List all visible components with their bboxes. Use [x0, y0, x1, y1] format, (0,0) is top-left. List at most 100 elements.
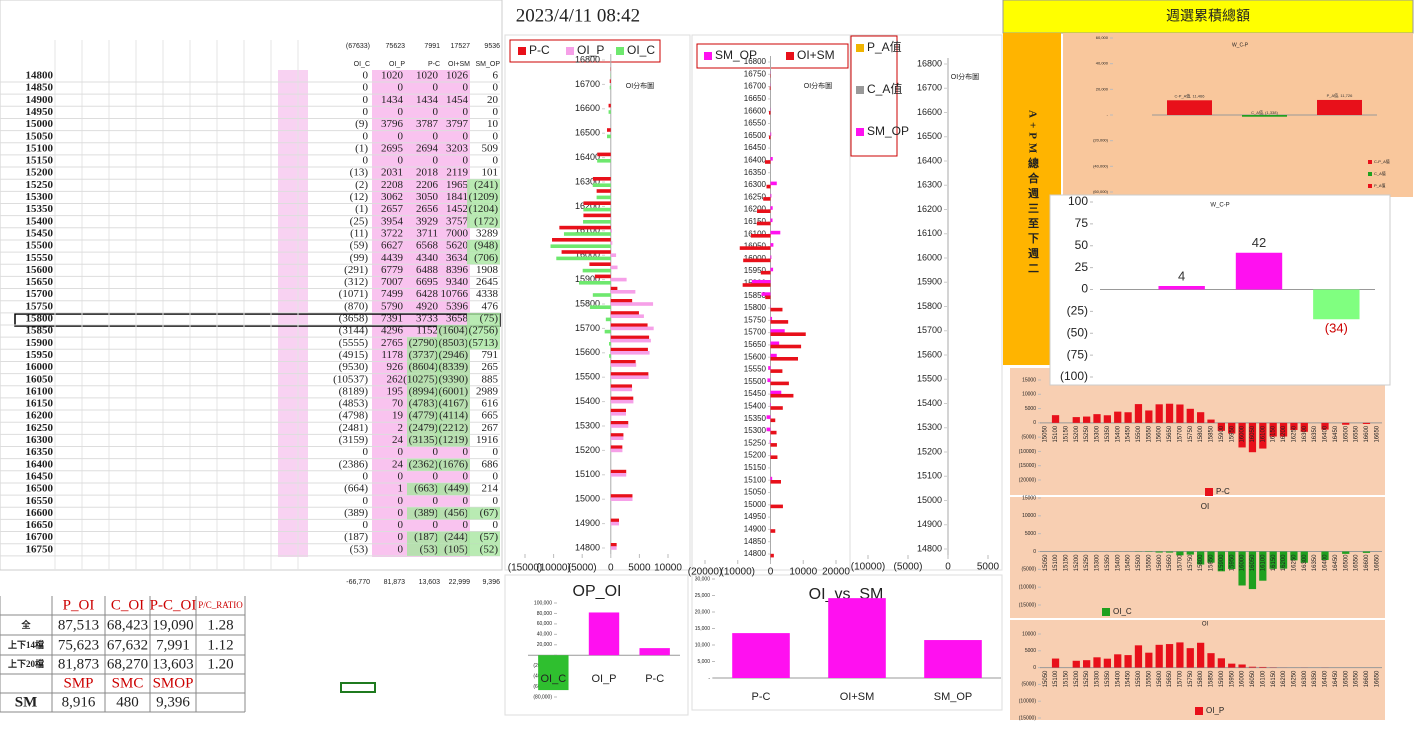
cell: (2756) [469, 325, 499, 337]
cell: 0 [398, 470, 404, 482]
x-tick-label: 16300 [1302, 425, 1308, 442]
y-tick-label: (60,000) [1093, 189, 1109, 194]
bar [610, 302, 654, 306]
y-tick-label: (40,000) [1093, 163, 1109, 168]
cell: 0 [493, 106, 499, 118]
cell: 6568 [416, 240, 439, 252]
value-label: P_A值, 11,726 [1327, 92, 1353, 98]
sm-cell: 9,396 [156, 694, 190, 710]
bar [610, 424, 629, 428]
strike: 15000 [26, 118, 54, 130]
sum-cell: 上下20檔 [8, 658, 44, 669]
bar [1228, 551, 1236, 570]
y-tick-label: 5,000 [697, 659, 710, 665]
bar [1176, 551, 1184, 556]
bar [1134, 645, 1143, 668]
bar [610, 360, 636, 364]
y-tick-label: (100) [1060, 369, 1088, 383]
sm-header: SMOP [153, 675, 194, 691]
bar [610, 448, 623, 453]
bar [1197, 642, 1205, 668]
cell: (389) [344, 507, 368, 519]
negative-cell [407, 458, 440, 471]
y-tick-label: (50) [1067, 325, 1088, 339]
top-total: 17527 [451, 43, 471, 50]
cell: 195 [387, 385, 404, 397]
legend-label: SM_OP [715, 48, 757, 62]
bar [1158, 286, 1205, 290]
bar [1176, 404, 1184, 423]
cell: 4296 [381, 325, 404, 337]
x-tick-label: 15850 [1209, 554, 1215, 571]
bar [610, 241, 613, 245]
x-tick-label: 15100 [1053, 554, 1059, 571]
x-tick-label: 15650 [1167, 670, 1173, 687]
cell: 0 [363, 70, 369, 82]
x-tick-label: 15450 [1126, 425, 1132, 442]
bar [610, 265, 618, 270]
x-tick-label: 15450 [1126, 670, 1132, 687]
strike: 14800 [26, 70, 54, 82]
cell: 0 [433, 155, 439, 167]
cell: 1916 [476, 434, 499, 446]
bar [770, 267, 774, 272]
bar [563, 232, 611, 236]
bar [770, 218, 773, 223]
bar [1317, 99, 1362, 115]
side-label: A+PM總合週三至下週二 [1026, 110, 1039, 277]
x-tick-label: 0 [945, 562, 951, 573]
x-tick-label: 15850 [1209, 670, 1215, 687]
bar [1114, 411, 1122, 423]
cell: (456) [444, 507, 468, 519]
cell: 509 [482, 142, 499, 154]
bar [610, 366, 611, 370]
bar [768, 366, 771, 370]
legend-label: C_A值 [1374, 170, 1386, 176]
legend-swatch [856, 44, 864, 52]
y-tick-label: - [708, 675, 710, 681]
bar [765, 160, 771, 164]
sum-cell: 19,090 [152, 617, 193, 633]
cell: 3722 [381, 227, 403, 239]
strike: 16600 [26, 507, 54, 519]
bar [770, 243, 774, 247]
y-tick-label: 10000 [1022, 513, 1036, 519]
cell: 0 [493, 495, 499, 507]
cell: 2694 [416, 142, 439, 154]
strike: 14900 [26, 94, 54, 106]
bar [1228, 422, 1236, 434]
y-tick-label: 15600 [917, 349, 942, 359]
x-tick-label: 10000 [654, 563, 682, 574]
value-label: 42 [1252, 235, 1266, 250]
negative-cell [467, 179, 500, 192]
x-tick-label: 15950 [1229, 425, 1235, 442]
bar [559, 225, 611, 230]
cell: 3634 [446, 252, 469, 264]
y-tick-label: 40,000 [1096, 61, 1109, 66]
y-tick-label: 14900 [575, 518, 600, 528]
bar [770, 157, 773, 161]
x-tick-label: 15350 [1105, 425, 1111, 442]
x-tick-label: 16000 [1240, 554, 1246, 571]
cell: 70 [392, 398, 404, 410]
cell: 0 [398, 531, 404, 543]
bar [556, 256, 611, 261]
bar [770, 455, 778, 459]
y-tick-label: (10000) [1019, 699, 1037, 705]
y-tick-label: 15150 [744, 463, 767, 472]
y-tick-label: 15400 [744, 402, 767, 411]
x-tick-label: 15300 [1095, 554, 1101, 571]
x-tick-label: 16100 [1260, 425, 1266, 442]
bar [770, 390, 782, 395]
cell: 24 [392, 458, 404, 470]
bar [1217, 422, 1225, 431]
sm-cell: SM [15, 694, 38, 710]
strike: 15150 [26, 155, 54, 167]
cell: (25) [350, 215, 369, 227]
y-tick-label: 16350 [744, 168, 767, 177]
bar [610, 335, 650, 340]
strike: 15700 [26, 288, 54, 300]
bar [1165, 403, 1174, 423]
cell: 0 [363, 94, 369, 106]
